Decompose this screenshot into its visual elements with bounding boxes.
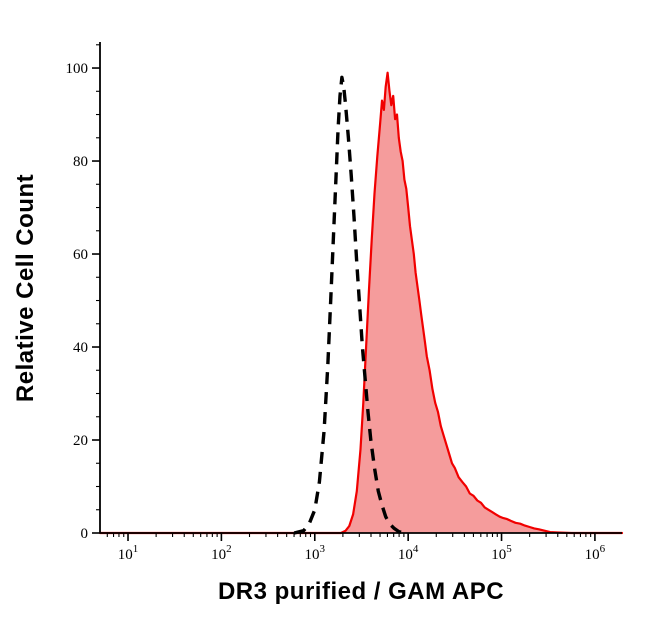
x-tick-label: 103 <box>305 543 326 563</box>
y-tick-label: 40 <box>73 340 88 356</box>
y-tick-label: 80 <box>73 154 88 170</box>
y-tick-label: 60 <box>73 247 88 263</box>
y-tick-label: 0 <box>81 526 89 542</box>
sample-area-fill <box>100 72 622 533</box>
x-tick-label: 104 <box>398 543 419 563</box>
x-tick-label: 105 <box>491 543 512 563</box>
x-tick-label: 106 <box>585 543 606 563</box>
sample-curve <box>98 71 624 535</box>
x-tick-label: 101 <box>118 543 139 563</box>
control-curve <box>293 75 404 535</box>
x-tick-label: 102 <box>211 543 232 563</box>
y-tick-label: 20 <box>73 433 88 449</box>
y-tick-label: 100 <box>66 61 89 77</box>
x-axis-title: DR3 purified / GAM APC <box>217 578 505 605</box>
